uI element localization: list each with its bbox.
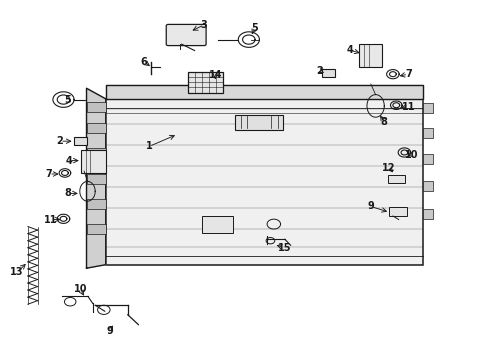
Polygon shape — [106, 85, 423, 99]
Bar — [235, 115, 283, 130]
Bar — [87, 199, 106, 209]
Text: 6: 6 — [141, 57, 147, 67]
Bar — [87, 174, 106, 184]
Bar — [188, 72, 223, 93]
Bar — [74, 137, 87, 145]
Text: 1: 1 — [146, 141, 152, 152]
Bar — [87, 102, 106, 112]
Bar — [322, 69, 335, 77]
Bar — [423, 154, 433, 164]
Text: 8: 8 — [64, 188, 71, 198]
Polygon shape — [87, 88, 106, 268]
Bar — [423, 129, 433, 138]
Text: 2: 2 — [57, 136, 64, 146]
Text: 7: 7 — [405, 69, 412, 79]
Text: 9: 9 — [368, 202, 374, 211]
Text: 5: 5 — [64, 95, 71, 104]
Text: 4: 4 — [346, 45, 353, 55]
Bar — [359, 44, 382, 67]
Bar — [87, 224, 106, 234]
Text: 7: 7 — [46, 169, 52, 179]
Text: 8: 8 — [381, 117, 388, 127]
Text: 10: 10 — [405, 150, 419, 159]
Text: 4: 4 — [65, 156, 72, 166]
Bar — [106, 99, 423, 265]
Bar — [202, 216, 233, 233]
Bar — [423, 209, 433, 219]
Text: 3: 3 — [201, 20, 208, 30]
Text: 12: 12 — [382, 163, 396, 173]
Bar — [423, 181, 433, 190]
Text: 11: 11 — [401, 102, 415, 112]
FancyBboxPatch shape — [166, 24, 206, 46]
Bar — [389, 207, 407, 216]
Text: 5: 5 — [251, 23, 258, 33]
Text: 9: 9 — [106, 326, 113, 336]
Bar — [388, 175, 405, 183]
Text: 14: 14 — [208, 70, 222, 80]
Bar — [81, 150, 106, 173]
Text: 11: 11 — [44, 215, 57, 225]
Bar — [423, 103, 433, 113]
Text: 10: 10 — [74, 284, 87, 294]
Bar — [87, 123, 106, 133]
Bar — [87, 148, 106, 158]
Text: 15: 15 — [278, 243, 291, 253]
Text: 13: 13 — [10, 267, 24, 278]
Text: 2: 2 — [316, 66, 323, 76]
